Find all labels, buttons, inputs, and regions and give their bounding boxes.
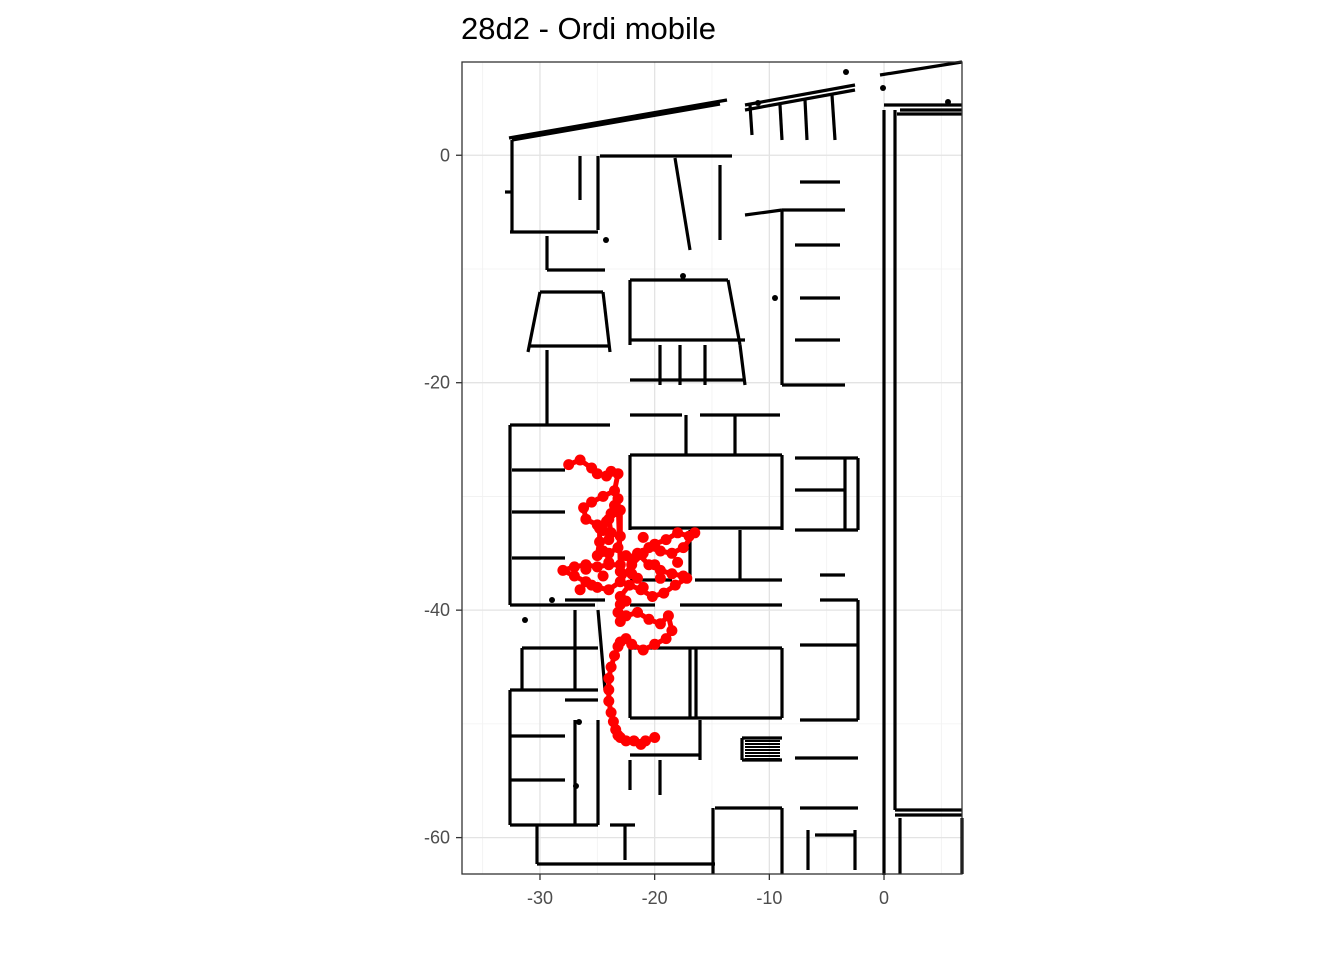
wall-segment xyxy=(601,291,612,353)
x-tick-label: -30 xyxy=(527,888,553,908)
wall-marker xyxy=(755,100,761,106)
y-tick-label: -60 xyxy=(424,828,450,848)
panel-border xyxy=(461,61,963,875)
wall-segment xyxy=(748,104,754,136)
wall-marker xyxy=(945,99,951,105)
position-point xyxy=(637,531,649,543)
position-point xyxy=(672,556,684,568)
wall-segment xyxy=(511,102,721,142)
y-tick-label: -40 xyxy=(424,600,450,620)
position-point xyxy=(597,570,609,582)
wall-segment xyxy=(778,104,784,141)
position-point xyxy=(574,584,586,596)
grid-lines xyxy=(462,62,962,874)
wall-marker xyxy=(573,783,579,789)
wall-marker xyxy=(772,295,778,301)
y-axis: 0 -20 -40 -60 xyxy=(424,145,462,848)
wall-marker xyxy=(843,69,849,75)
wall-segment xyxy=(879,60,963,77)
position-point xyxy=(632,572,643,584)
wall-marker xyxy=(576,719,582,725)
position-point xyxy=(654,572,666,584)
wall-segment xyxy=(526,291,542,353)
wall-marker xyxy=(880,85,886,91)
chart-title: 28d2 - Ordi mobile xyxy=(461,11,716,46)
position-track xyxy=(560,457,698,747)
wall-segment xyxy=(744,208,783,217)
x-tick-label: 0 xyxy=(879,888,889,908)
wall-marker xyxy=(549,597,555,603)
y-tick-label: -20 xyxy=(424,373,450,393)
wall-segment xyxy=(744,88,856,112)
position-point xyxy=(603,534,615,546)
x-tick-label: -10 xyxy=(756,888,782,908)
position-point xyxy=(620,595,632,607)
wall-segment xyxy=(830,94,837,141)
wall-marker xyxy=(603,237,609,243)
position-point xyxy=(620,550,632,562)
x-tick-label: -20 xyxy=(642,888,668,908)
position-point xyxy=(614,616,626,627)
wall-segment xyxy=(744,83,856,107)
wall-segment xyxy=(673,157,692,251)
wall-segment xyxy=(738,344,747,386)
wall-marker xyxy=(680,273,686,279)
wall-marker xyxy=(522,617,528,623)
wall-segment xyxy=(726,279,742,346)
wall-segment xyxy=(803,99,809,141)
wall-segment xyxy=(508,98,728,140)
y-tick-label: 0 xyxy=(440,145,450,165)
position-points xyxy=(557,454,701,750)
x-axis: -30 -20 -10 0 xyxy=(527,874,889,908)
floor-plan xyxy=(505,60,964,875)
